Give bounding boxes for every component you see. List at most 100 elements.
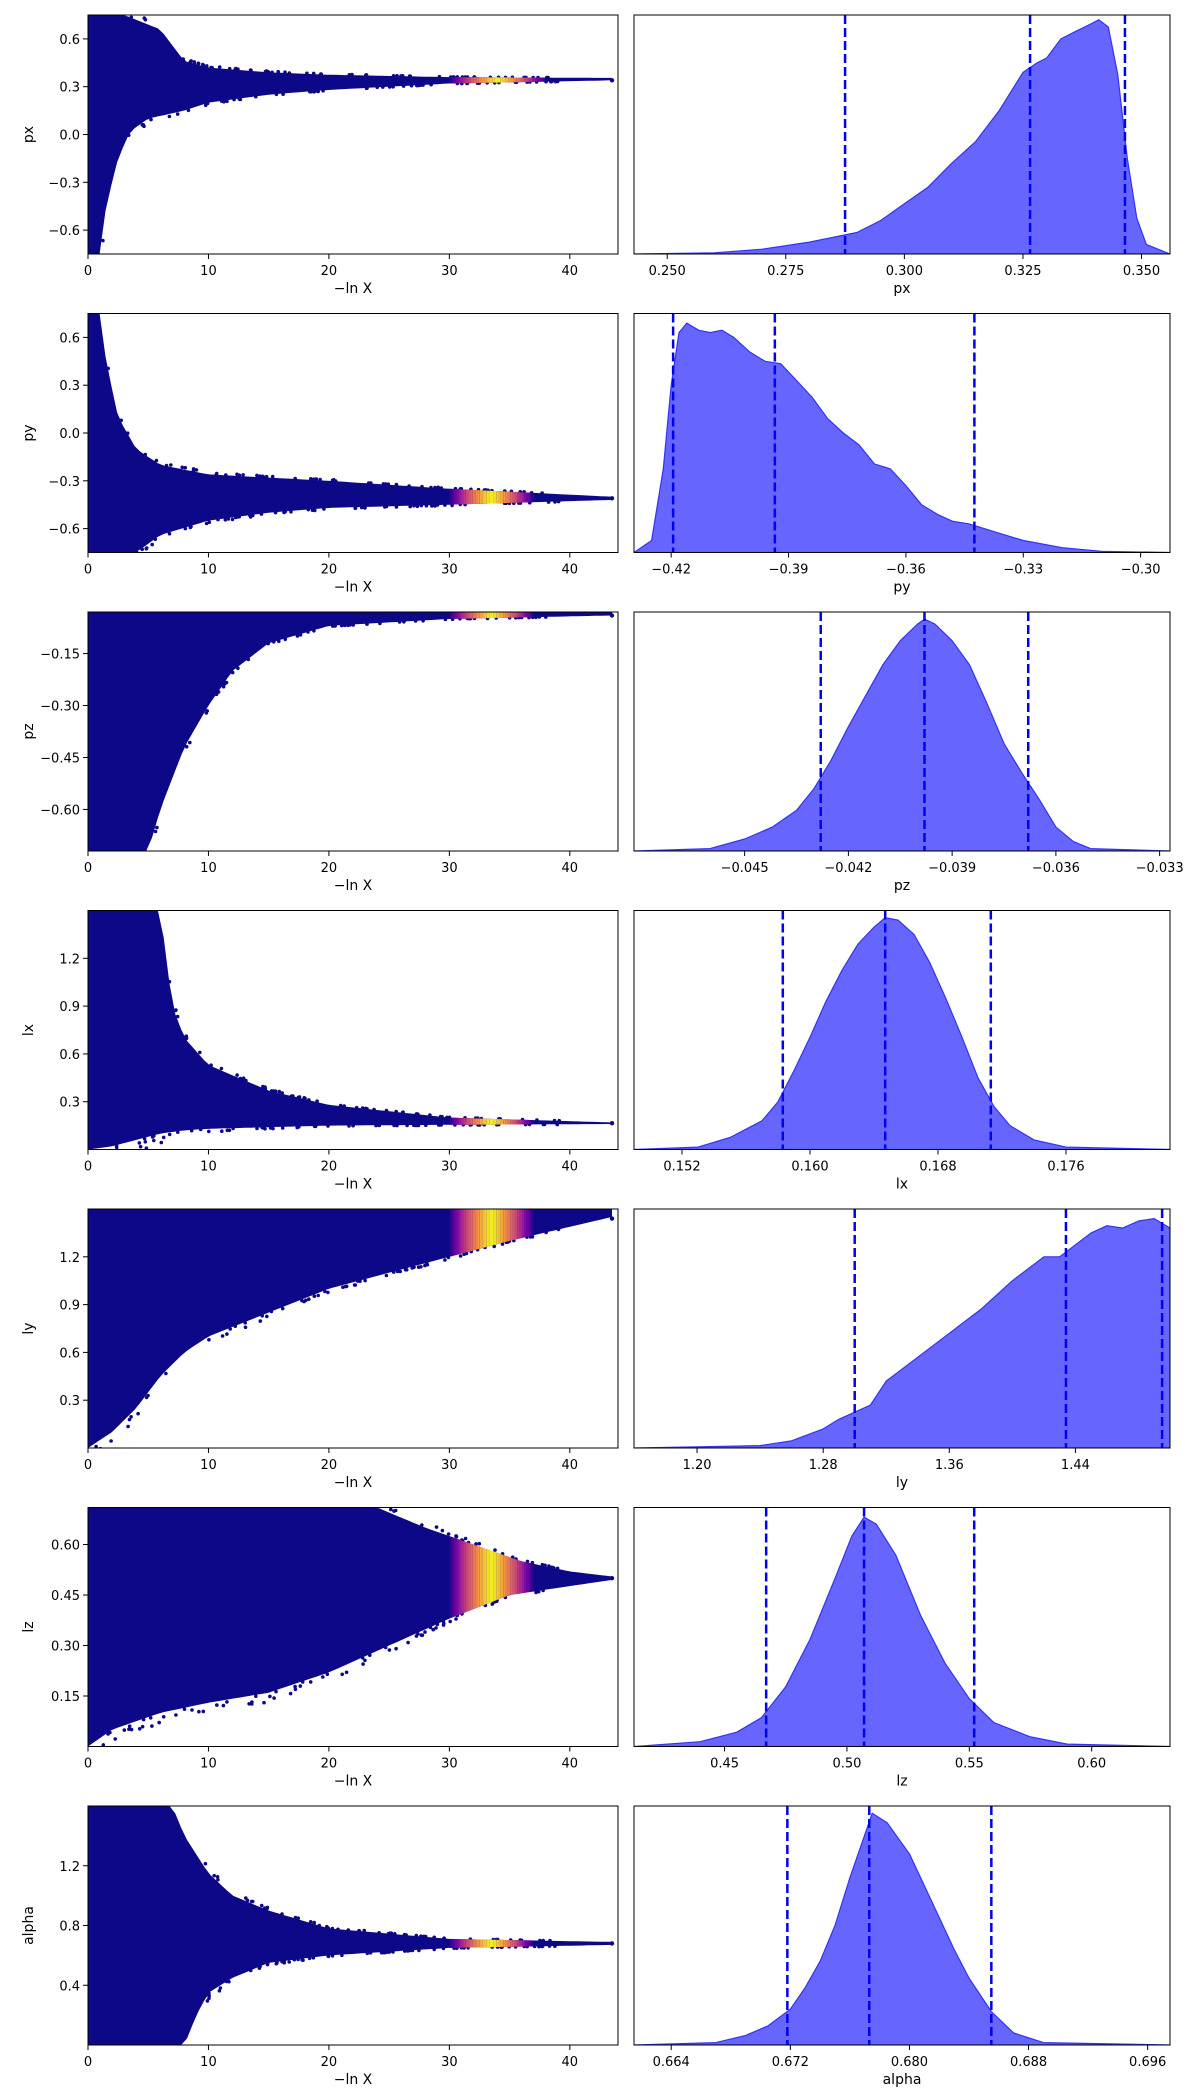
- trace-region-ly: [88, 1209, 612, 1448]
- trace-sample-point-2-30: [272, 640, 276, 644]
- trace-sample-point-6-22: [365, 1951, 370, 1956]
- trace-ytick-label-2-2: −0.45: [40, 751, 80, 766]
- trace-sample-point-6-53: [357, 1929, 361, 1933]
- trace-sample-point-6-127: [265, 1962, 270, 1967]
- trace-panel-lz: 0 10 20 30 40 −ln X 0.60 0.45 0.30 0.15 lz: [21, 1497, 619, 1790]
- trace-sample-point-6-74: [538, 1938, 542, 1943]
- posterior-xlabel-4: ly: [896, 1475, 908, 1491]
- trace-sample-point-5-62: [126, 1499, 130, 1503]
- trace-sample-point-5-34: [101, 1743, 106, 1747]
- trace-sample-point-6-9: [137, 2051, 141, 2055]
- trace-ytick-label-0-2: 0.0: [59, 129, 80, 144]
- trace-sample-point-3-30: [280, 1126, 285, 1130]
- trace-highlight-band-4-8: [468, 1209, 471, 1252]
- posterior-panel-alpha: 0.664 0.672 0.680 0.688 0.696 alpha: [633, 1805, 1171, 2088]
- trace-sample-point-2-11: [140, 608, 144, 612]
- trace-xtick-label-6-3: 30: [441, 2055, 458, 2070]
- trace-sample-point-1-127: [214, 473, 218, 477]
- trace-sample-point-5-22: [251, 1503, 255, 1507]
- posterior-xtick-label-0-3: 0.325: [1004, 264, 1041, 279]
- trace-sample-point-4-47: [307, 1297, 311, 1301]
- posterior-density-lz: [634, 1516, 1170, 1747]
- trace-ytick-label-5-1: 0.45: [51, 1589, 80, 1604]
- trace-highlight-band-5-31: [521, 1561, 525, 1594]
- trace-highlight-band-1-24: [505, 491, 508, 504]
- trace-sample-point-1-59: [144, 546, 149, 551]
- trace-highlight-alpha: [449, 1938, 534, 1948]
- trace-sample-point-3-18: [231, 1126, 235, 1131]
- trace-highlight-band-1-23: [503, 491, 506, 504]
- trace-xtick-label-0-0: 0: [84, 264, 92, 279]
- trace-sample-point-6-77: [553, 1944, 557, 1948]
- trace-highlight-band-1-11: [475, 490, 478, 504]
- trace-sample-point-6-3: [296, 1957, 300, 1962]
- trace-sample-point-0-91: [106, 6, 110, 10]
- trace-sample-point-6-98: [280, 1912, 284, 1916]
- trace-sample-point-2-72: [365, 622, 369, 626]
- trace-sample-point-6-95: [203, 1861, 208, 1866]
- trace-highlight-band-5-2: [454, 1537, 457, 1617]
- trace-sample-point-4-132: [211, 1204, 215, 1208]
- trace-sample-point-3-28: [142, 1136, 147, 1141]
- trace-sample-point-2-109: [413, 619, 418, 623]
- trace-highlight-band-3-33: [526, 1119, 529, 1125]
- trace-sample-point-1-129: [180, 465, 184, 470]
- trace-sample-point-4-3: [225, 1332, 229, 1336]
- trace-sample-point-6-139: [159, 2043, 164, 2045]
- trace-highlight-band-5-1: [451, 1536, 455, 1618]
- trace-sample-point-5-71: [363, 1658, 367, 1663]
- trace-highlight-band-3-15: [484, 1118, 487, 1125]
- trace-sample-point-4-130: [171, 1204, 175, 1208]
- trace-sample-point-6-79: [540, 1944, 544, 1949]
- trace-ylabel-1: py: [21, 424, 37, 441]
- trace-sample-point-5-8: [114, 1503, 118, 1507]
- trace-xtick-label-3-1: 10: [200, 1160, 217, 1175]
- trace-highlight-band-5-9: [470, 1543, 473, 1611]
- trace-ylabel-2: pz: [21, 723, 37, 739]
- posterior-density-px: [634, 19, 1170, 254]
- trace-ytick-label-3-1: 0.9: [59, 1000, 80, 1015]
- trace-highlight-band-4-2: [454, 1209, 457, 1256]
- trace-sample-point-4-95: [419, 1265, 423, 1269]
- trace-sample-point-6-66: [404, 1933, 408, 1937]
- trace-sample-point-0-98: [196, 61, 201, 66]
- trace-sample-point-4-8: [544, 1230, 548, 1235]
- trace-sample-point-2-26: [421, 619, 425, 623]
- trace-sample-point-5-98: [383, 1645, 388, 1650]
- trace-sample-point-3-33: [263, 1086, 268, 1091]
- trace-sample-point-0-45: [186, 108, 191, 113]
- trace-sample-point-0-55: [421, 83, 425, 87]
- trace-highlight-band-4-20: [496, 1209, 499, 1245]
- trace-sample-point-1-117: [394, 505, 399, 509]
- trace-highlight-band-1-31: [521, 492, 525, 503]
- posterior-xtick-label-1-2: −0.36: [886, 563, 926, 578]
- trace-sample-point-4-137: [304, 1204, 308, 1208]
- trace-sample-point-0-8: [217, 65, 222, 69]
- trace-highlight-band-4-33: [526, 1209, 529, 1237]
- trace-sample-point-0-116: [265, 69, 270, 74]
- trace-sample-point-1-101: [169, 463, 173, 467]
- trace-highlight-band-5-10: [472, 1544, 476, 1610]
- trace-highlight-band-6-5: [461, 1939, 464, 1948]
- trace-sample-point-1-123: [433, 503, 438, 508]
- trace-edge-points-px: [89, 6, 560, 243]
- trace-sample-point-5-121: [215, 1703, 219, 1707]
- trace-sample-point-5-76: [231, 1497, 235, 1501]
- trace-sample-point-5-110: [373, 1499, 377, 1503]
- trace-highlight-band-2-9: [470, 612, 473, 619]
- trace-sample-point-6-19: [417, 1948, 421, 1953]
- trace-sample-point-1-112: [306, 507, 311, 512]
- trace-xtick-label-2-1: 10: [200, 861, 217, 876]
- trace-sample-point-1-134: [204, 521, 209, 526]
- trace-sample-point-5-96: [147, 1500, 151, 1504]
- trace-highlight-band-0-21: [505, 77, 509, 83]
- trace-highlight-band-0-33: [537, 77, 541, 82]
- trace-sample-point-5-57: [161, 1715, 166, 1719]
- trace-sample-point-0-90: [381, 85, 385, 89]
- trace-sample-point-3-132: [244, 1078, 248, 1083]
- trace-sample-point-1-55: [553, 500, 557, 504]
- trace-sample-point-4-38: [265, 1314, 269, 1319]
- trace-highlight-band-2-33: [526, 612, 529, 618]
- trace-sample-point-0-21: [89, 10, 93, 14]
- trace-xtick-label-5-1: 10: [200, 1757, 217, 1772]
